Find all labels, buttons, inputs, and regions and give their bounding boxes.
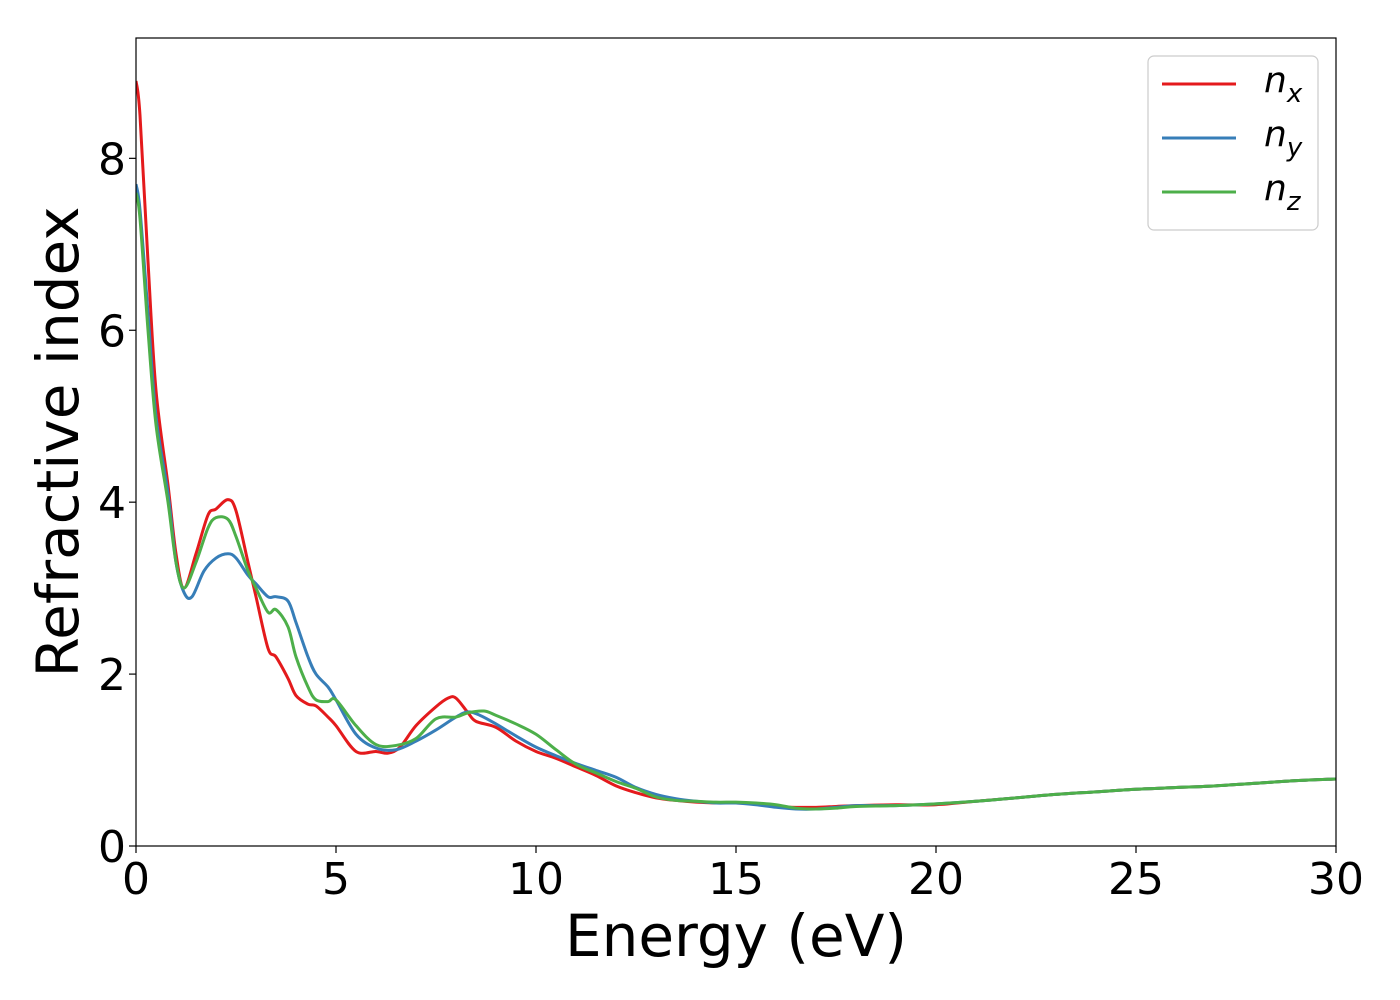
series-layer	[136, 80, 1336, 811]
legend-label-nx: nx	[1264, 60, 1303, 109]
x-tick-label: 10	[508, 854, 564, 905]
legend-box	[1147, 55, 1319, 231]
legend-label-subscript: x	[1286, 79, 1303, 109]
x-axis-label: Energy (eV)	[565, 902, 907, 970]
y-axis-label: Refractive index	[24, 206, 92, 677]
y-tick-label: 0	[98, 822, 126, 873]
x-tick-label: 15	[708, 854, 764, 905]
y-axis-ticks: 0 2 4 6 8	[98, 134, 136, 873]
x-tick-label: 5	[322, 854, 350, 905]
y-tick-label: 4	[98, 478, 126, 529]
y-tick-label: 2	[98, 650, 126, 701]
x-tick-label: 25	[1108, 854, 1164, 905]
x-tick-label: 0	[122, 854, 150, 905]
y-tick-label: 8	[98, 134, 126, 185]
x-tick-label: 30	[1308, 854, 1364, 905]
legend-label-subscript: z	[1286, 187, 1302, 217]
series-line-nz	[136, 192, 1336, 811]
legend-label-nz: nz	[1264, 168, 1302, 217]
legend-label-main: n	[1264, 114, 1287, 155]
legend-label-main: n	[1264, 60, 1287, 101]
legend-label-subscript: y	[1286, 133, 1303, 163]
legend-label-main: n	[1264, 168, 1287, 209]
x-axis-ticks: 0 5 10 15 20 25 30	[122, 846, 1364, 905]
x-tick-label: 20	[908, 854, 964, 905]
series-line-ny	[136, 183, 1336, 811]
legend-label-ny: ny	[1264, 114, 1303, 163]
y-tick-label: 6	[98, 306, 126, 357]
